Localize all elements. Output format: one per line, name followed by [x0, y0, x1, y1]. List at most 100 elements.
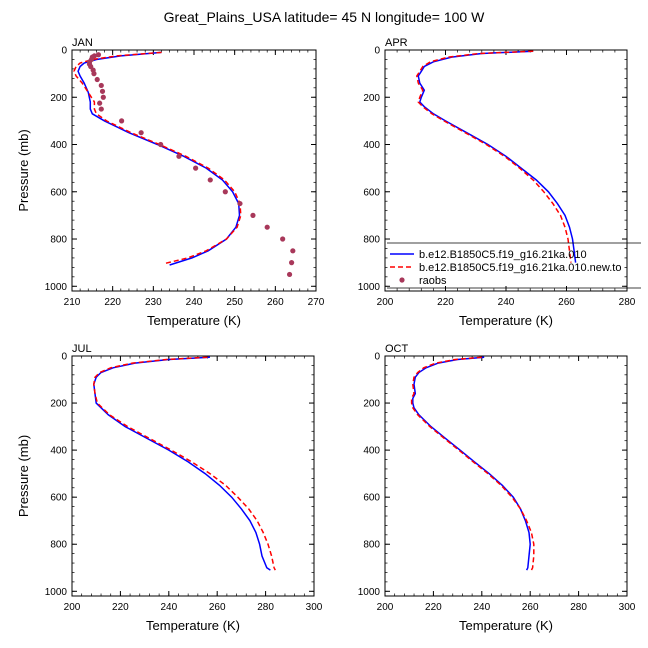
y-tick-label: 800 [50, 540, 67, 551]
raobs-point [264, 224, 270, 230]
series-line-1 [93, 356, 271, 571]
raobs-point [94, 76, 100, 83]
raobs-point [98, 106, 104, 112]
x-tick-label: 210 [64, 297, 81, 308]
y-tick-label: 0 [374, 352, 380, 363]
y-tick-label: 600 [363, 493, 380, 504]
legend: b.e12.B1850C5.f19_g16.21ka.010 b.e12.B18… [387, 242, 641, 289]
x-tick-label: 270 [308, 297, 325, 308]
x-axis-label: Temperature (K) [147, 313, 241, 328]
x-tick-label: 220 [104, 297, 121, 308]
x-tick-label: 240 [160, 602, 177, 613]
y-tick-label: 800 [363, 235, 380, 246]
x-tick-label: 280 [619, 297, 636, 308]
legend-label-raobs: raobs [419, 275, 447, 287]
x-tick-label: 200 [377, 297, 394, 308]
panel-jul: 200 220 240 260 280 300 0 200 400 600 800 1000 JUL Te… [16, 343, 323, 633]
panel-frame-jan [71, 49, 317, 292]
raobs-point [119, 118, 125, 124]
panel-title-oct: OCT [385, 343, 409, 355]
y-tick-label: 800 [363, 540, 380, 551]
series-line-2 [410, 356, 535, 571]
raobs-point [98, 82, 104, 89]
series-line-1 [412, 356, 531, 571]
x-tick-label: 260 [267, 297, 284, 308]
raobs-point [91, 71, 97, 77]
y-tick-label: 800 [50, 235, 67, 246]
x-tick-label: 260 [558, 297, 575, 308]
y-tick-label: 400 [363, 446, 380, 457]
y-axis-label: Pressure (mb) [16, 435, 31, 517]
raobs-point [100, 94, 106, 100]
y-axis-label: Pressure (mb) [16, 129, 31, 211]
raobs-point [99, 88, 106, 94]
series-line-2 [93, 356, 276, 571]
series-line-1 [77, 51, 241, 266]
panel-title-apr: APR [385, 37, 408, 49]
raobs-point [176, 153, 182, 159]
y-tick-label: 400 [50, 446, 67, 457]
x-tick-label: 220 [112, 602, 129, 613]
legend-label-series2: b.e12.B1850C5.f19_g16.21ka.010.new.to [419, 262, 621, 274]
x-tick-label: 250 [226, 297, 243, 308]
raobs-point [158, 141, 164, 148]
series-group-oct [410, 356, 535, 571]
y-tick-label: 1000 [358, 587, 381, 598]
panel-apr: 200 220 240 260 280 0 200 400 600 800 1000 APR Tempe… [358, 37, 636, 328]
raobs-point [95, 52, 102, 58]
figure-title: Great_Plains_USA latitude= 45 N longitud… [164, 9, 485, 25]
panel-jan: 210 220 230 240 250 260 270 0 200 400 600 800 1000 JA… [16, 37, 325, 328]
raobs-point [290, 248, 296, 254]
raobs-point [286, 271, 293, 278]
x-tick-label: 240 [498, 297, 515, 308]
panels: 210 220 230 240 250 260 270 0 200 400 600 800 1000 JA… [16, 37, 636, 633]
y-tick-label: 200 [363, 93, 380, 104]
x-tick-label: 230 [145, 297, 162, 308]
y-tick-label: 200 [363, 399, 380, 410]
raobs-point [237, 200, 243, 207]
y-tick-label: 600 [363, 187, 380, 198]
y-tick-label: 0 [374, 46, 380, 57]
series-line-1 [417, 50, 577, 263]
y-tick-label: 400 [363, 140, 380, 151]
y-tick-label: 600 [50, 493, 67, 504]
x-tick-label: 220 [437, 297, 454, 308]
panel-title-jan: JAN [72, 37, 93, 49]
x-axis-label: Temperature (K) [146, 618, 240, 633]
y-tick-label: 1000 [45, 587, 68, 598]
y-tick-label: 0 [61, 352, 67, 363]
series-group-apr [416, 50, 577, 263]
raobs-point [138, 130, 144, 136]
panel-frame-oct [384, 355, 628, 597]
raobs-point [222, 189, 228, 195]
raobs-point [250, 212, 256, 218]
x-axis-label: Temperature (K) [459, 313, 553, 328]
series-group-jan [73, 51, 296, 278]
legend-label-series1: b.e12.B1850C5.f19_g16.21ka.010 [419, 249, 587, 261]
x-tick-label: 300 [619, 602, 636, 613]
y-tick-label: 200 [50, 93, 67, 104]
x-tick-label: 240 [186, 297, 203, 308]
x-axis-label: Temperature (K) [459, 618, 553, 633]
x-tick-label: 300 [306, 602, 323, 613]
x-tick-label: 260 [522, 602, 539, 613]
y-tick-label: 600 [50, 187, 67, 198]
panel-frame-jul [71, 355, 315, 597]
x-tick-label: 240 [473, 602, 490, 613]
series-line-2 [73, 51, 242, 265]
series-group-jul [93, 356, 276, 571]
raobs-point [97, 100, 103, 106]
x-tick-label: 200 [377, 602, 394, 613]
raobs-point [207, 177, 213, 183]
legend-swatch-raobs [399, 277, 405, 283]
x-tick-label: 220 [425, 602, 442, 613]
raobs-point [193, 165, 199, 171]
y-tick-label: 1000 [358, 282, 381, 293]
y-tick-label: 1000 [45, 282, 68, 293]
x-tick-label: 260 [209, 602, 226, 613]
series-line-2 [416, 50, 572, 263]
y-tick-label: 400 [50, 140, 67, 151]
panel-oct: 200 220 240 260 280 300 0 200 400 600 800 1000 OCT Te… [358, 343, 636, 633]
panel-title-jul: JUL [72, 343, 92, 355]
